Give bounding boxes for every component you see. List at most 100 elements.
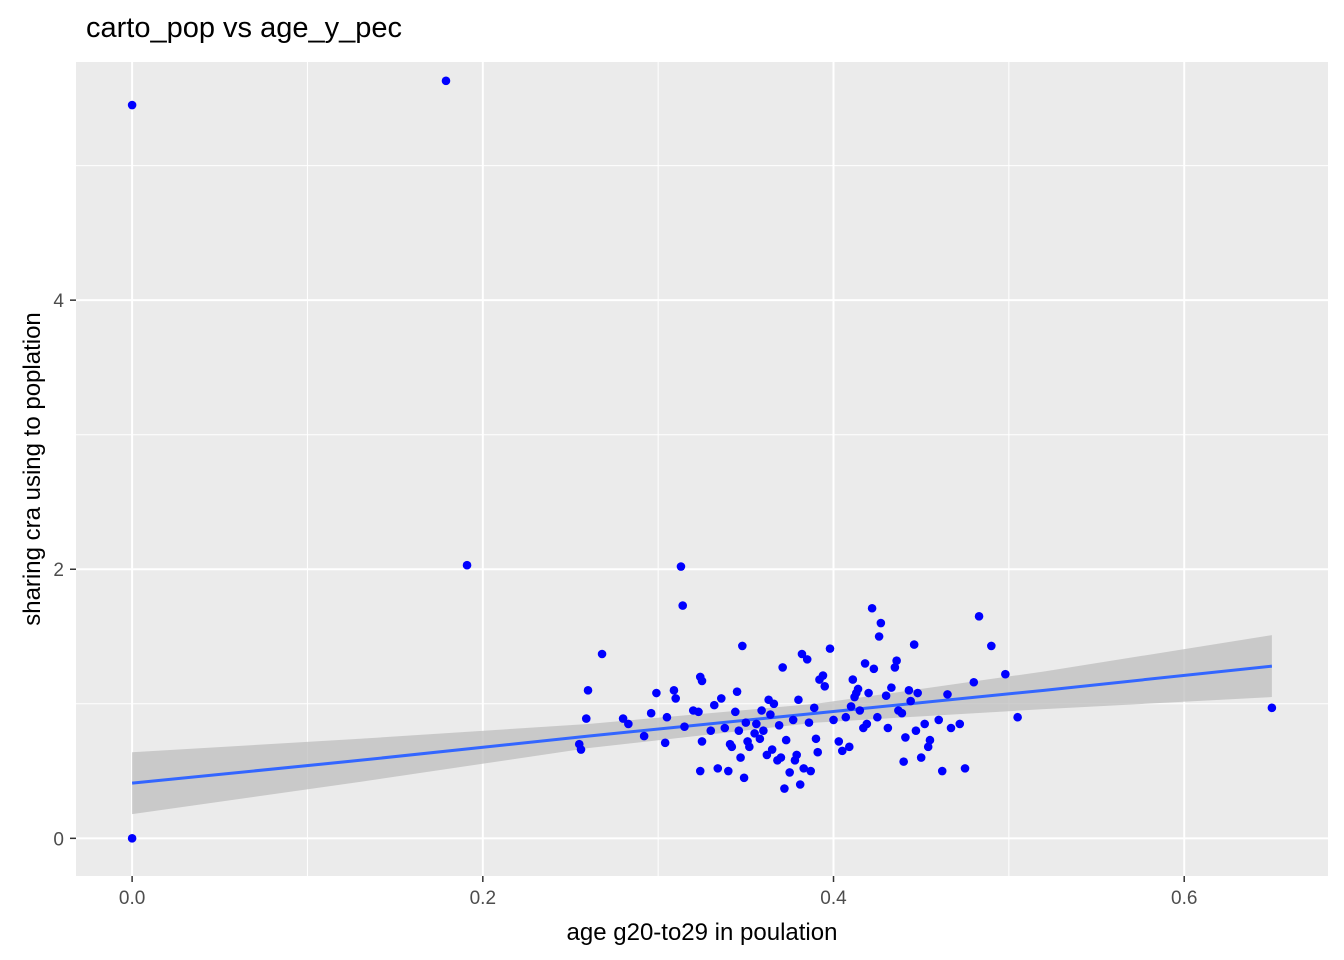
x-tick-label: 0.4	[820, 888, 847, 909]
data-point	[724, 766, 733, 776]
data-point	[934, 715, 944, 725]
data-point	[813, 747, 823, 757]
data-point	[881, 691, 891, 701]
data-point	[887, 683, 896, 692]
data-point	[680, 722, 689, 731]
data-point	[946, 723, 956, 733]
data-point	[853, 684, 863, 694]
data-point	[960, 764, 970, 773]
data-point	[904, 686, 914, 695]
x-tick-label: 0.0	[119, 888, 145, 909]
data-point	[804, 718, 814, 727]
x-tick-label: 0.2	[470, 888, 496, 909]
data-point	[720, 723, 730, 733]
data-point	[792, 750, 801, 760]
data-point	[697, 676, 707, 686]
data-point	[713, 764, 723, 773]
data-point	[462, 560, 472, 570]
data-point	[869, 664, 879, 674]
data-point	[974, 612, 984, 621]
data-point	[897, 708, 907, 718]
data-point	[732, 687, 742, 696]
data-point	[955, 719, 965, 729]
data-point	[883, 723, 893, 733]
data-point	[678, 601, 688, 610]
data-point	[788, 715, 798, 725]
y-axis-title: sharing cra using to poplation	[19, 312, 46, 626]
data-point	[583, 686, 593, 695]
data-point	[937, 766, 947, 776]
data-point	[855, 706, 865, 715]
data-point	[834, 737, 844, 746]
data-point	[734, 726, 744, 735]
data-point	[752, 719, 761, 729]
data-point	[738, 641, 747, 651]
data-point	[829, 715, 838, 725]
data-point	[806, 766, 816, 776]
data-point	[844, 742, 854, 752]
data-point	[739, 773, 749, 783]
data-point	[909, 640, 919, 649]
data-point	[127, 100, 137, 110]
data-point	[736, 753, 745, 762]
data-point	[795, 780, 805, 789]
data-point	[837, 746, 847, 756]
data-point	[890, 663, 900, 672]
x-tick-label: 0.6	[1171, 888, 1197, 909]
data-point	[618, 714, 628, 723]
data-point	[873, 712, 882, 722]
data-point	[727, 742, 737, 752]
data-point	[876, 618, 886, 628]
data-point	[785, 768, 794, 777]
data-point	[820, 681, 830, 691]
data-point	[916, 753, 926, 762]
data-point	[911, 726, 921, 735]
data-point	[741, 718, 751, 727]
data-point	[780, 784, 789, 793]
data-point	[913, 688, 922, 698]
data-point	[846, 702, 856, 711]
data-point	[776, 753, 786, 762]
data-point	[676, 562, 686, 571]
data-point	[848, 675, 858, 684]
data-point	[759, 726, 768, 735]
data-points	[127, 76, 1277, 843]
data-point	[825, 644, 835, 653]
data-point	[774, 721, 784, 730]
data-point	[1267, 703, 1277, 713]
data-point	[987, 641, 996, 651]
data-point	[769, 699, 779, 709]
data-point	[841, 712, 851, 722]
x-axis-ticks: 0.0 0.2 0.4 0.6	[119, 876, 1197, 909]
data-point	[766, 710, 775, 719]
data-point	[802, 655, 812, 664]
data-point	[867, 603, 877, 613]
data-point	[864, 688, 873, 698]
data-point	[750, 729, 759, 738]
data-point	[797, 649, 807, 659]
data-point	[969, 677, 979, 687]
data-point	[901, 733, 910, 742]
data-point	[576, 745, 586, 754]
data-point	[755, 734, 765, 744]
data-point	[662, 712, 672, 722]
data-point	[799, 764, 809, 773]
regression-line	[131, 664, 1273, 785]
data-point	[925, 735, 935, 745]
data-point	[1001, 669, 1010, 679]
data-point	[920, 719, 929, 729]
y-tick-label: 0	[53, 829, 64, 850]
data-point	[818, 671, 828, 680]
y-axis-ticks: 0 2 4	[53, 291, 76, 850]
data-point	[716, 694, 726, 703]
data-point	[892, 656, 901, 666]
chart-title: carto_pop vs age_y_pec	[86, 12, 402, 44]
data-point	[624, 719, 633, 729]
data-point	[639, 731, 649, 741]
data-point	[923, 742, 933, 752]
data-point	[646, 708, 656, 718]
data-point	[899, 757, 908, 766]
y-tick-label: 2	[53, 560, 64, 581]
data-point	[694, 707, 703, 717]
